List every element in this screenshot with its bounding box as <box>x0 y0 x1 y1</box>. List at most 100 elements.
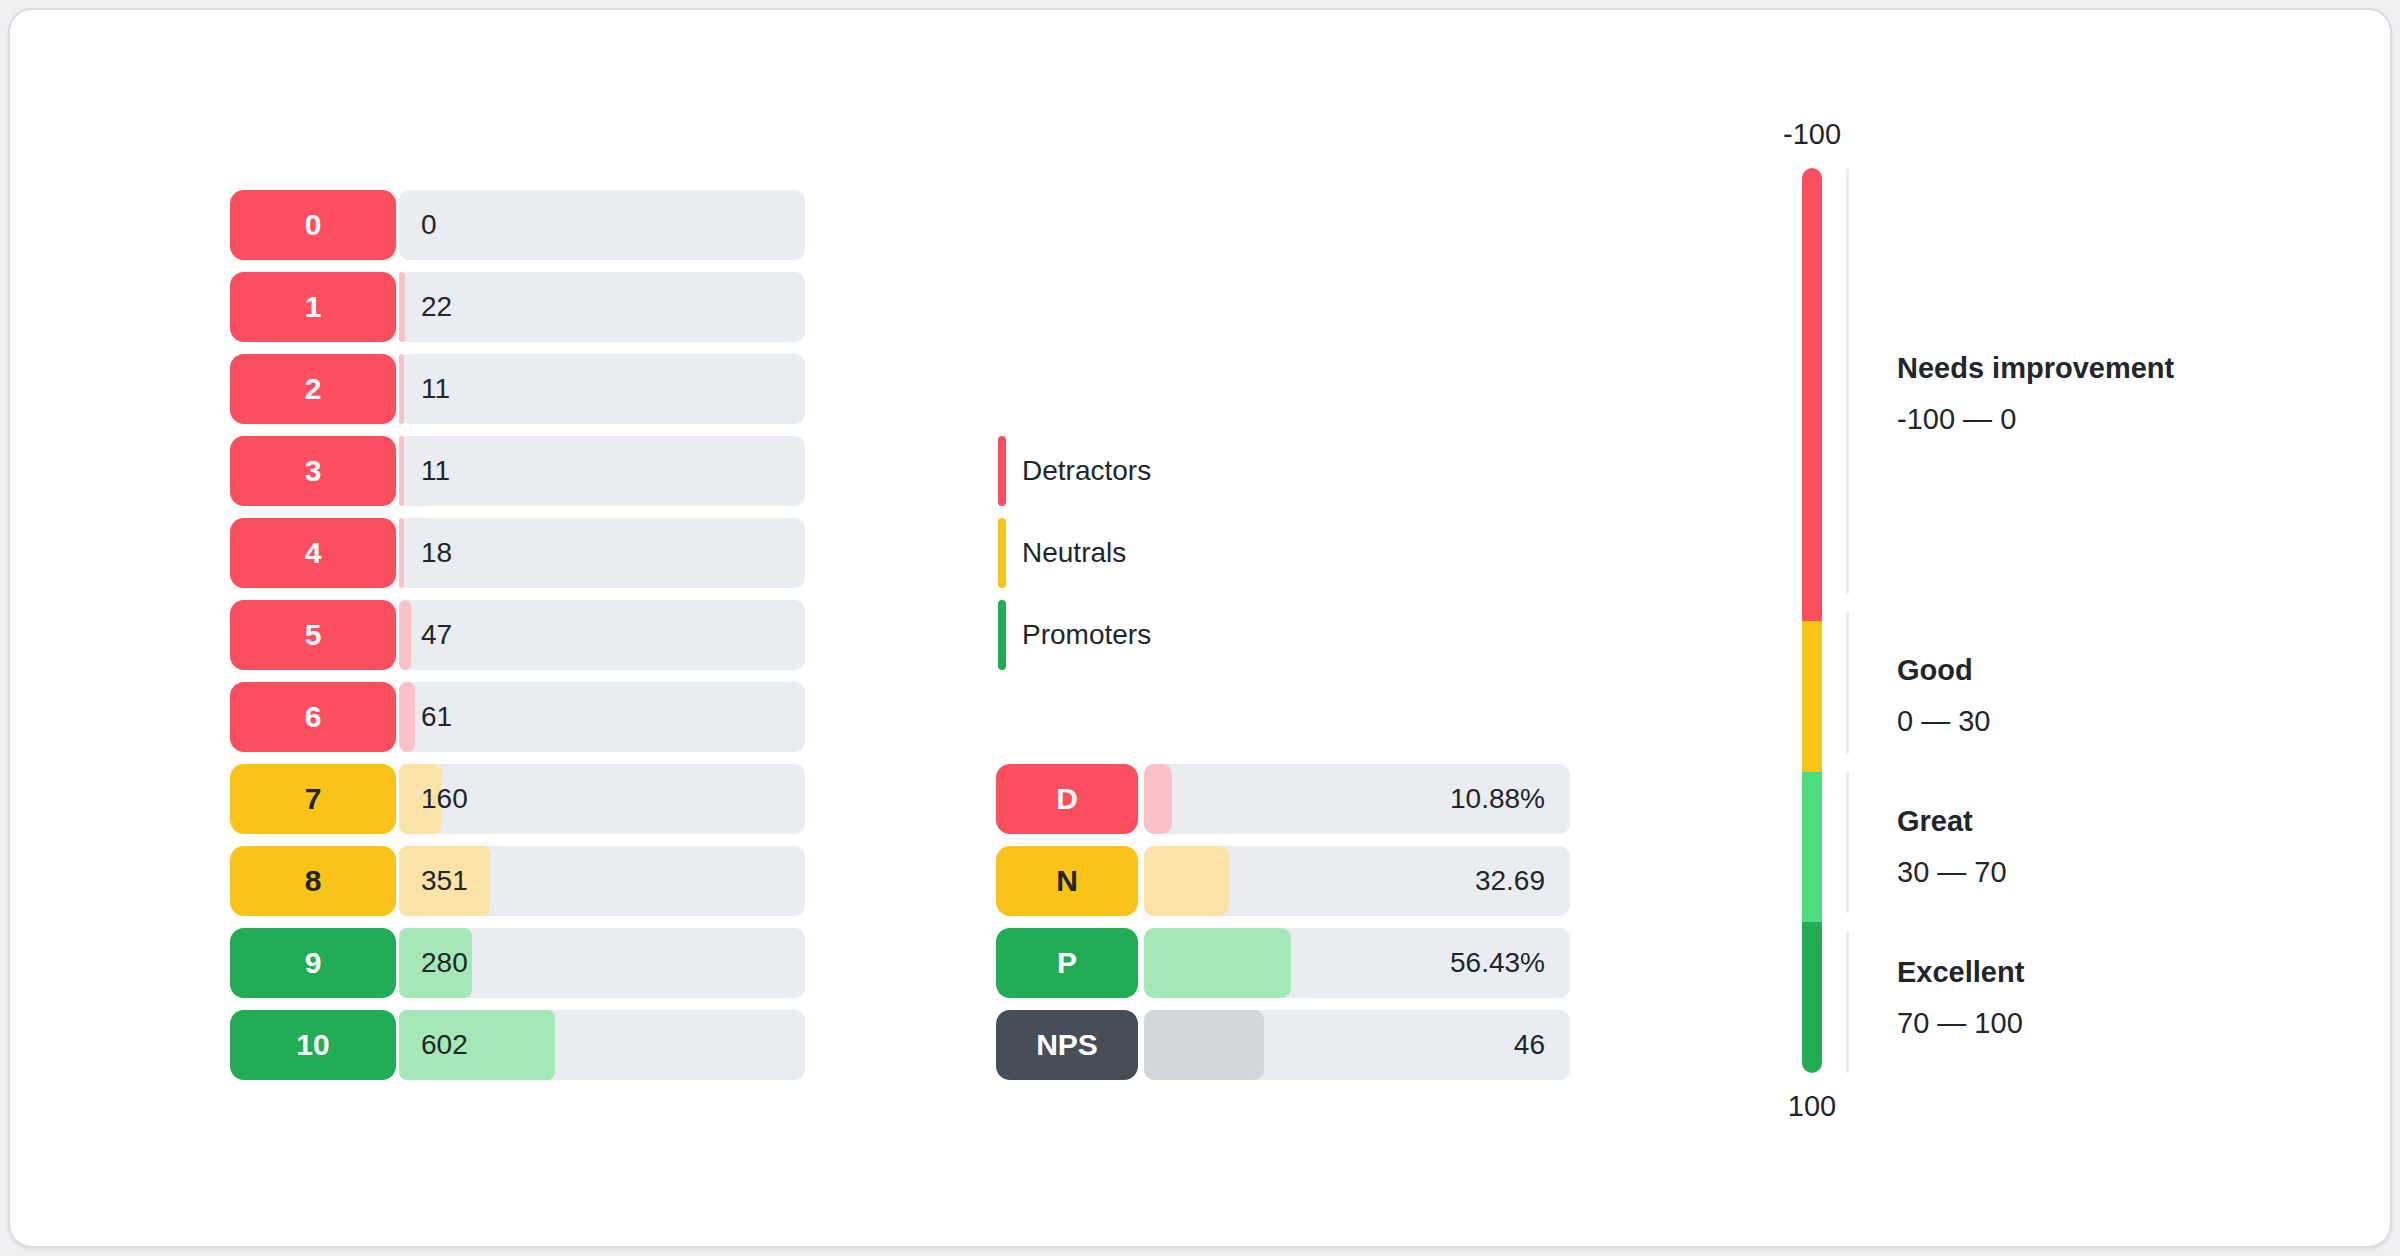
score-row-3: 3 11 <box>230 436 805 506</box>
gauge-track-segment <box>1846 603 1849 763</box>
score-bar-fill <box>399 600 411 670</box>
nps-gauge-zone-labels: Needs improvement-100 — 0Good0 — 30Great… <box>1897 168 2400 1073</box>
score-button-9[interactable]: 9 <box>230 928 396 998</box>
score-bar-track: 22 <box>399 272 805 342</box>
score-bar-track: 47 <box>399 600 805 670</box>
summary-bar-track: 56.43% <box>1144 928 1570 998</box>
summary-bar-track: 10.88% <box>1144 764 1570 834</box>
score-bar-track: 351 <box>399 846 805 916</box>
score-button-4[interactable]: 4 <box>230 518 396 588</box>
score-bar-fill <box>399 682 415 752</box>
summary-button-p[interactable]: P <box>996 928 1138 998</box>
score-button-6[interactable]: 6 <box>230 682 396 752</box>
score-row-1: 1 22 <box>230 272 805 342</box>
segment-legend: DetractorsNeutralsPromoters <box>998 436 1151 682</box>
nps-gauge-track-line <box>1846 168 1849 1073</box>
score-count: 280 <box>421 928 468 998</box>
summary-bar-fill <box>1144 764 1172 834</box>
score-button-7[interactable]: 7 <box>230 764 396 834</box>
score-button-10[interactable]: 10 <box>230 1010 396 1080</box>
summary-row-n: N32.69 <box>996 846 1570 916</box>
legend-label: Detractors <box>1022 455 1151 487</box>
gauge-zone-range: 30 — 70 <box>1897 856 2400 889</box>
score-row-2: 2 11 <box>230 354 805 424</box>
legend-item-neutrals: Neutrals <box>998 518 1151 588</box>
score-count: 61 <box>421 682 452 752</box>
gauge-track-segment <box>1846 168 1849 603</box>
score-row-10: 10 602 <box>230 1010 805 1080</box>
score-row-9: 9 280 <box>230 928 805 998</box>
score-row-4: 4 18 <box>230 518 805 588</box>
score-distribution-chart: 0012221131141854766171608351928010602 <box>230 190 805 1092</box>
score-bar-fill <box>399 272 405 342</box>
score-button-2[interactable]: 2 <box>230 354 396 424</box>
summary-bar-fill <box>1144 1010 1264 1080</box>
score-bar-fill <box>399 436 404 506</box>
summary-value: 10.88% <box>1450 764 1545 834</box>
score-count: 47 <box>421 600 452 670</box>
score-button-1[interactable]: 1 <box>230 272 396 342</box>
gauge-zone-excellent: Excellent 70 — 100 <box>1897 922 2400 1073</box>
gauge-segment-needs-improvement <box>1802 168 1822 621</box>
gauge-track-line-segment <box>1846 612 1849 754</box>
gauge-segment-excellent <box>1802 922 1822 1073</box>
score-count: 0 <box>421 190 437 260</box>
gauge-zone-title: Needs improvement <box>1897 352 2400 385</box>
score-bar-track: 18 <box>399 518 805 588</box>
score-button-0[interactable]: 0 <box>230 190 396 260</box>
score-count: 11 <box>421 354 450 424</box>
gauge-zone-range: 0 — 30 <box>1897 705 2400 738</box>
summary-row-d: D 10.88% <box>996 764 1570 834</box>
summary-button-nps[interactable]: NPS <box>996 1010 1138 1080</box>
gauge-zone-good: Good0 — 30 <box>1897 621 2400 772</box>
legend-color-pill <box>998 518 1006 588</box>
gauge-zone-great: Great 30 — 70 <box>1897 772 2400 923</box>
summary-bar-fill <box>1144 846 1229 916</box>
gauge-scale-top-label: -100 <box>1742 118 1882 151</box>
score-count: 351 <box>421 846 468 916</box>
score-bar-fill <box>399 354 404 424</box>
summary-button-d[interactable]: D <box>996 764 1138 834</box>
legend-color-pill <box>998 600 1006 670</box>
gauge-track-segment <box>1846 763 1849 923</box>
gauge-track-line-segment <box>1846 931 1849 1073</box>
score-count: 602 <box>421 1010 468 1080</box>
summary-row-p: P 56.43% <box>996 928 1570 998</box>
score-count: 160 <box>421 764 468 834</box>
score-count: 22 <box>421 272 452 342</box>
gauge-zone-range: 70 — 100 <box>1897 1007 2400 1040</box>
gauge-segment-good <box>1802 621 1822 772</box>
score-row-8: 8 351 <box>230 846 805 916</box>
gauge-scale-bottom-label: 100 <box>1742 1090 1882 1123</box>
score-bar-track: 11 <box>399 436 805 506</box>
score-bar-track: 280 <box>399 928 805 998</box>
summary-bar-track: 32.69 <box>1144 846 1570 916</box>
gauge-zone-needs-improvement: Needs improvement -100 — 0 <box>1897 168 2400 621</box>
summary-button-n[interactable]: N <box>996 846 1138 916</box>
score-bar-track: 0 <box>399 190 805 260</box>
score-row-7: 7 160 <box>230 764 805 834</box>
score-bar-track: 602 <box>399 1010 805 1080</box>
score-bar-track: 11 <box>399 354 805 424</box>
gauge-zone-title: Great <box>1897 805 2400 838</box>
score-button-3[interactable]: 3 <box>230 436 396 506</box>
gauge-segment-great <box>1802 772 1822 923</box>
legend-color-pill <box>998 436 1006 506</box>
nps-gauge-bar <box>1802 168 1822 1073</box>
segment-summary-chart: D10.88%N32.69P56.43%NPS46 <box>996 764 1570 1092</box>
score-button-8[interactable]: 8 <box>230 846 396 916</box>
score-count: 18 <box>421 518 452 588</box>
gauge-zone-range: -100 — 0 <box>1897 403 2400 436</box>
score-count: 11 <box>421 436 450 506</box>
gauge-zone-title: Excellent <box>1897 956 2400 989</box>
summary-bar-track: 46 <box>1144 1010 1570 1080</box>
gauge-track-line-segment <box>1846 772 1849 914</box>
gauge-track-segment <box>1846 922 1849 1073</box>
summary-value: 56.43% <box>1450 928 1545 998</box>
summary-value: 46 <box>1514 1010 1545 1080</box>
score-row-6: 6 61 <box>230 682 805 752</box>
score-bar-track: 61 <box>399 682 805 752</box>
score-button-5[interactable]: 5 <box>230 600 396 670</box>
legend-item-detractors: Detractors <box>998 436 1151 506</box>
score-bar-fill <box>399 518 404 588</box>
